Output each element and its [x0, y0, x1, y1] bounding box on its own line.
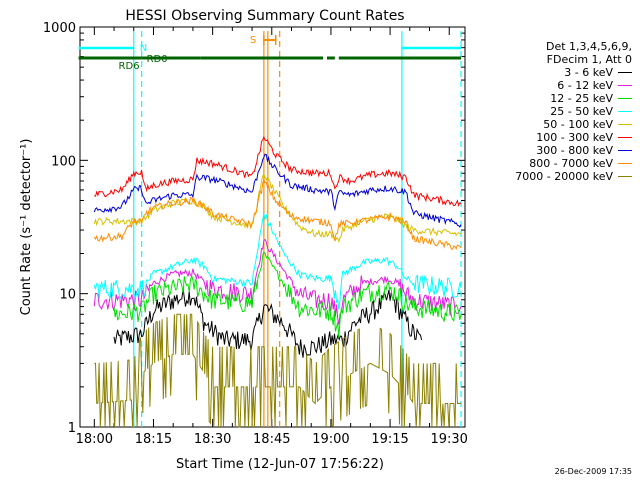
series-line — [94, 135, 462, 207]
legend-entry-label: 100 - 300 keV — [536, 131, 613, 144]
y-tick-label: 100 — [51, 154, 76, 169]
legend-entries: 3 - 6 keV 6 - 12 keV 12 - 25 keV 25 - 50 ke… — [470, 66, 632, 183]
legend-swatch — [618, 85, 632, 86]
x-tick-label: 19:00 — [312, 432, 349, 447]
plot-frame — [79, 26, 466, 428]
legend-entry: 50 - 100 keV — [470, 118, 632, 131]
series-line — [93, 153, 462, 228]
legend-entry-label: 800 - 7000 keV — [529, 157, 613, 170]
y-tick-label: 1000 — [43, 21, 76, 36]
legend-swatch — [618, 72, 632, 73]
series-line — [113, 251, 462, 339]
legend-title-line: Det 1,3,4,5,6,9, — [545, 40, 632, 53]
legend-entry: 800 - 7000 keV — [470, 157, 632, 170]
saa-label: S — [250, 35, 256, 46]
legend-swatch — [618, 111, 632, 112]
legend-title: Det 1,3,4,5,6,9, FDecim 1, Att 0 — [470, 40, 632, 66]
legend-entry: 25 - 50 keV — [470, 105, 632, 118]
legend-entry-label: 12 - 25 keV — [550, 92, 613, 105]
y-axis-label: Count Rate (s⁻¹ detector⁻¹) — [19, 139, 34, 316]
legend-entry-label: 50 - 100 keV — [543, 118, 613, 131]
x-axis-label: Start Time (12-Jun-07 17:56:22) — [176, 457, 384, 472]
series-line — [94, 313, 462, 428]
x-tick-label: 18:45 — [253, 432, 290, 447]
legend-swatch — [618, 150, 632, 151]
legend-title-line: FDecim 1, Att 0 — [546, 53, 632, 66]
legend-entry-label: 300 - 800 keV — [536, 144, 613, 157]
legend-entry-label: 6 - 12 keV — [557, 79, 613, 92]
legend: Det 1,3,4,5,6,9, FDecim 1, Att 0 3 - 6 ke… — [470, 40, 632, 183]
legend-entry: 6 - 12 keV — [470, 79, 632, 92]
legend-entry: 300 - 800 keV — [470, 144, 632, 157]
series-line — [93, 238, 462, 325]
night-label: N — [140, 43, 147, 54]
series-line — [93, 177, 462, 251]
x-tick-label: 18:30 — [194, 432, 231, 447]
legend-entry-label: 25 - 50 keV — [550, 105, 613, 118]
legend-swatch — [618, 163, 632, 164]
x-tick-label: 19:30 — [430, 432, 467, 447]
y-tick-label: 1 — [68, 421, 76, 436]
x-tick-label: 18:00 — [76, 432, 113, 447]
plot-area: 1 10 100 1000 18:00 18:15 18:30 18:45 19:00 19:15… — [43, 21, 468, 447]
legend-entry-label: 3 - 6 keV — [564, 66, 613, 79]
chart-title: HESSI Observing Summary Count Rates — [125, 8, 404, 24]
series-line — [93, 213, 462, 310]
legend-swatch — [618, 124, 632, 125]
decimation-label: RD0 — [147, 54, 168, 65]
legend-entry: 100 - 300 keV — [470, 131, 632, 144]
decimation-label: RD6 — [119, 61, 140, 72]
series-line — [93, 172, 462, 244]
series-line — [113, 288, 423, 358]
x-tick-label: 18:15 — [135, 432, 172, 447]
legend-swatch — [618, 176, 632, 177]
legend-swatch — [618, 137, 632, 138]
legend-entry-label: 7000 - 20000 keV — [515, 170, 613, 183]
generated-timestamp: 26-Dec-2009 17:35 — [554, 467, 632, 476]
legend-entry: 12 - 25 keV — [470, 92, 632, 105]
legend-entry: 7000 - 20000 keV — [470, 170, 632, 183]
x-tick-label: 19:15 — [371, 432, 408, 447]
legend-swatch — [618, 98, 632, 99]
y-tick-label: 10 — [59, 288, 76, 303]
legend-entry: 3 - 6 keV — [470, 66, 632, 79]
